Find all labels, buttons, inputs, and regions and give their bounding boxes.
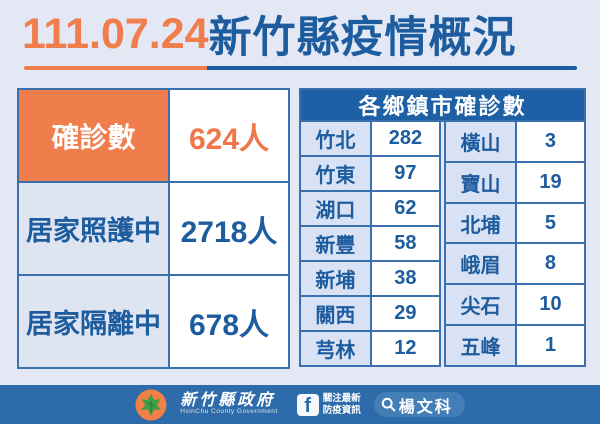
town-name: 芎林 (299, 330, 372, 367)
table-row: 居家照護中 2718人 (17, 181, 290, 276)
stat-label-home-isolation: 居家隔離中 (17, 274, 170, 369)
table-row: 五峰 1 (444, 324, 587, 367)
facebook-block[interactable]: f 關注最新 防疫資訊 (296, 393, 361, 416)
table-row: 湖口 62 (299, 190, 442, 227)
townships-table-right: 橫山 3 寶山 19 北埔 5 峨眉 8 (444, 120, 587, 367)
town-name: 新豐 (299, 225, 372, 262)
title-underline (24, 66, 577, 70)
report-title: 新竹縣疫情概況 (208, 14, 517, 62)
town-count: 3 (514, 120, 587, 163)
town-name: 湖口 (299, 190, 372, 227)
town-count: 282 (369, 120, 442, 157)
underline-orange-segment (24, 66, 207, 70)
townships-panel-title: 各鄉鎮市確診數 (299, 88, 586, 122)
town-name: 五峰 (444, 324, 517, 367)
search-icon (381, 397, 396, 412)
town-name: 峨眉 (444, 242, 517, 286)
summary-stats-table: 確診數 624人 居家照護中 2718人 居家隔離中 678人 (17, 88, 290, 369)
table-row: 確診數 624人 (17, 88, 290, 183)
town-name: 竹北 (299, 120, 372, 157)
hsinchu-county-logo-icon (135, 389, 167, 420)
facebook-caption-line1: 關注最新 (322, 393, 361, 405)
town-name: 尖石 (444, 283, 517, 327)
table-row: 北埔 5 (444, 201, 587, 245)
table-row: 尖石 10 (444, 283, 587, 327)
town-name: 寶山 (444, 160, 517, 204)
stat-label-confirmed: 確診數 (17, 88, 170, 183)
town-count: 58 (369, 225, 442, 262)
table-row: 寶山 19 (444, 160, 587, 204)
facebook-caption: 關注最新 防疫資訊 (323, 393, 361, 416)
table-row: 竹北 282 (299, 120, 442, 157)
org-name-english: HsinChu County Government (180, 408, 278, 416)
townships-tables: 竹北 282 竹東 97 湖口 62 新豐 58 (299, 120, 587, 367)
town-count: 19 (514, 160, 587, 204)
table-row: 居家隔離中 678人 (17, 274, 290, 369)
town-count: 12 (369, 330, 442, 367)
stat-value-confirmed: 624人 (168, 88, 290, 183)
org-name: 新竹縣政府 (180, 391, 276, 409)
town-name: 橫山 (444, 120, 517, 163)
townships-table-left: 竹北 282 竹東 97 湖口 62 新豐 58 (299, 120, 442, 367)
table-row: 新埔 38 (299, 260, 442, 297)
search-pill[interactable]: 楊文科 (373, 392, 465, 417)
town-count: 5 (514, 201, 587, 245)
search-query-text: 楊文科 (398, 398, 453, 416)
page-title: 111.07.24 新竹縣疫情概況 (22, 4, 517, 64)
townships-panel: 各鄉鎮市確診數 竹北 282 竹東 97 湖口 (299, 88, 587, 367)
town-count: 8 (514, 242, 587, 286)
stat-label-home-care: 居家照護中 (17, 181, 170, 276)
table-row: 關西 29 (299, 295, 442, 332)
town-name: 竹東 (299, 155, 372, 192)
facebook-caption-line2: 防疫資訊 (322, 404, 361, 416)
stat-value-home-care: 2718人 (168, 181, 290, 276)
town-name: 北埔 (444, 201, 517, 245)
table-row: 竹東 97 (299, 155, 442, 192)
table-row: 芎林 12 (299, 330, 442, 367)
town-count: 38 (369, 260, 442, 297)
org-name-block: 新竹縣政府 HsinChu County Government (180, 391, 278, 417)
table-row: 橫山 3 (444, 120, 587, 163)
town-count: 97 (369, 155, 442, 192)
town-name: 新埔 (299, 260, 372, 297)
town-count: 10 (514, 283, 587, 327)
footer-bar: 新竹縣政府 HsinChu County Government f 關注最新 防… (0, 385, 600, 424)
table-row: 峨眉 8 (444, 242, 587, 286)
stat-value-home-isolation: 678人 (168, 274, 290, 369)
table-row: 新豐 58 (299, 225, 442, 262)
facebook-icon[interactable]: f (296, 393, 319, 416)
main-content: 確診數 624人 居家照護中 2718人 居家隔離中 678人 各鄉鎮市確診數 (17, 88, 587, 369)
town-count: 29 (369, 295, 442, 332)
underline-blue-segment (207, 66, 577, 70)
town-count: 1 (514, 324, 587, 367)
town-count: 62 (369, 190, 442, 227)
town-name: 關西 (299, 295, 372, 332)
report-date: 111.07.24 (22, 9, 209, 58)
